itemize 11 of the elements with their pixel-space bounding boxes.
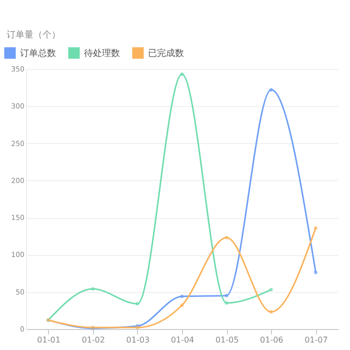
- x-tick-label: 01-07: [304, 336, 328, 344]
- legend-label: 待处理数: [84, 48, 120, 59]
- x-tick-label: 01-01: [37, 336, 60, 344]
- legend-label: 已完成数: [148, 48, 184, 59]
- x-tick-label: 01-05: [215, 336, 239, 344]
- x-tick-label: 01-02: [82, 336, 105, 344]
- legend-label: 订单总数: [20, 48, 56, 59]
- x-tick-label: 01-06: [260, 336, 284, 344]
- x-tick-label: 01-03: [126, 336, 150, 344]
- y-axis-title: 订单量（个）: [6, 30, 60, 40]
- x-tick-label: 01-04: [170, 336, 194, 344]
